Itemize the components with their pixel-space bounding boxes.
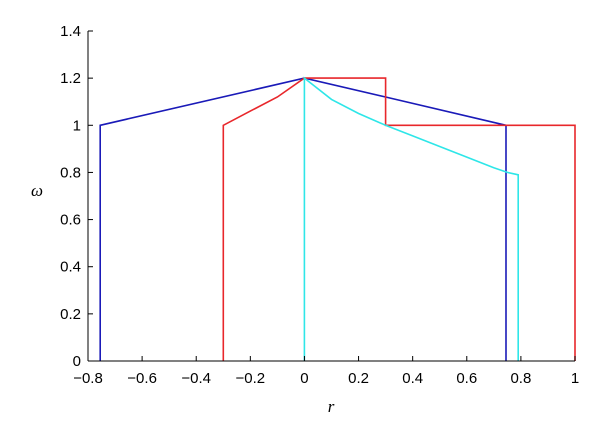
x-tick-label: 0.2 (348, 370, 369, 387)
x-tick-label: −0.8 (73, 370, 103, 387)
series-line-3 (303, 76, 520, 361)
x-tick-label: 0 (300, 370, 308, 387)
x-tick-label: 0.4 (402, 370, 423, 387)
y-tick-label: 0.2 (60, 306, 81, 323)
series-layer (99, 76, 576, 361)
y-tick-label: 0.6 (60, 212, 81, 229)
x-tick-label: −0.2 (236, 370, 266, 387)
y-tick-label: 0 (73, 353, 81, 370)
y-tick-label: 0.8 (60, 164, 81, 181)
x-tick-label: −0.4 (181, 370, 211, 387)
series-line-2 (222, 77, 576, 361)
x-tick-label: 0.6 (456, 370, 477, 387)
series-line-1 (99, 77, 507, 361)
y-tick-label: 0.4 (60, 259, 81, 276)
x-tick-label: 1 (571, 370, 579, 387)
x-tick-label: 0.8 (510, 370, 531, 387)
x-axis-label: r (328, 397, 335, 416)
ticks-layer: −0.8 −0.6 −0.4 −0.2 0 0.2 0.4 0.6 0.8 1 0 0.2 0.4 0.6… (60, 23, 579, 387)
axes-layer (87, 31, 575, 362)
y-tick-label: 1.4 (60, 23, 81, 40)
y-tick-label: 1 (73, 117, 81, 134)
y-tick-label: 1.2 (60, 70, 81, 87)
x-tick-label: −0.6 (127, 370, 157, 387)
y-axis-label: ω (31, 181, 43, 200)
